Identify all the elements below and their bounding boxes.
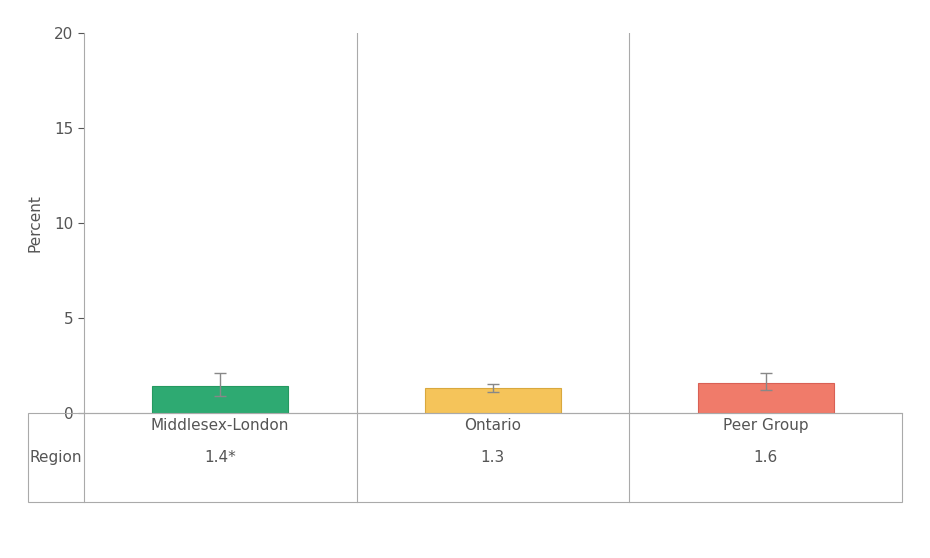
Y-axis label: Percent: Percent [28, 194, 43, 252]
Text: 1.6: 1.6 [753, 450, 777, 465]
Bar [152, 386, 288, 413]
Text: 1.3: 1.3 [481, 450, 505, 465]
Text: Region: Region [30, 450, 82, 465]
Text: 1.4*: 1.4* [205, 450, 236, 465]
Bar [425, 388, 561, 413]
Bar [698, 383, 834, 413]
